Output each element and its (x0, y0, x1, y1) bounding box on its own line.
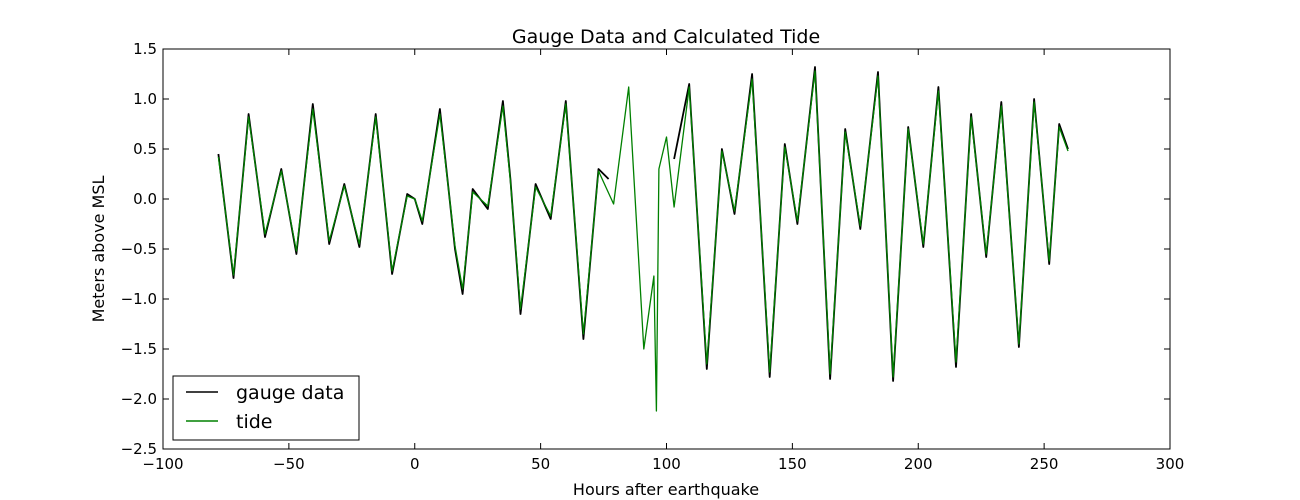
y-tick-label: −2.0 (121, 390, 157, 408)
x-tick-label: −50 (273, 455, 305, 473)
x-tick-label: 300 (1156, 455, 1185, 473)
x-tick-label: 150 (778, 455, 807, 473)
y-tick-label: −1.5 (121, 340, 157, 358)
y-axis-title: Meters above MSL (89, 176, 108, 323)
x-tick-label: −100 (142, 455, 183, 473)
y-tick-label: 0.0 (133, 190, 157, 208)
x-tick-label: 250 (1030, 455, 1059, 473)
y-tick-label: 1.0 (133, 90, 157, 108)
x-axis-title: Hours after earthquake (573, 480, 759, 499)
x-tick-label: 100 (652, 455, 681, 473)
legend-box (172, 375, 360, 441)
legend-label-gauge-data: gauge data (236, 382, 344, 404)
legend: gauge data tide (172, 375, 360, 441)
y-tick-label: −1.0 (121, 290, 157, 308)
y-tick-label: 0.5 (133, 140, 157, 158)
x-tick-label: 50 (531, 455, 550, 473)
chart-title: Gauge Data and Calculated Tide (512, 26, 820, 48)
y-tick-label: −0.5 (121, 240, 157, 258)
ticks-layer: −100 −50 0 50 100 150 200 250 300 −2.5 −2.0 −1.5 −1.… (121, 40, 1185, 473)
x-tick-label: 0 (410, 455, 420, 473)
series-line-tide-0 (217, 70, 1069, 412)
y-tick-label: 1.5 (133, 40, 157, 58)
y-tick-label: −2.5 (121, 440, 157, 458)
legend-label-tide: tide (236, 411, 272, 433)
x-tick-label: 200 (904, 455, 933, 473)
lines-layer (217, 66, 1069, 412)
